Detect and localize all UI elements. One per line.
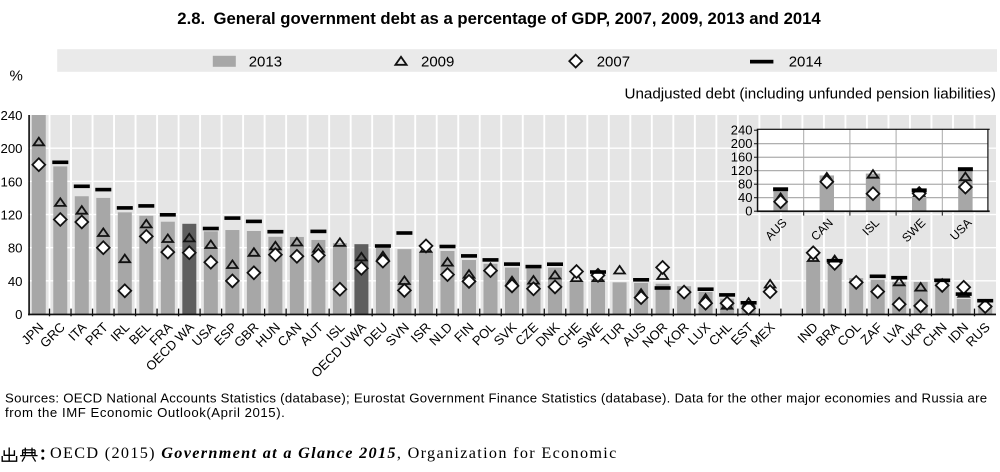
svg-text:2.8. General government debt a: 2.8. General government debt as a percen… [177, 9, 821, 28]
svg-text:0: 0 [15, 307, 22, 322]
svg-text:160: 160 [731, 149, 753, 164]
svg-text:80: 80 [8, 241, 23, 256]
svg-text:Unadjusted debt (including unf: Unadjusted debt (including unfunded pens… [624, 86, 996, 103]
svg-text:from the IMF Economic Outlook: from the IMF Economic Outlook(April 2015… [5, 405, 285, 420]
svg-text:Sources: OECD National Accoun: Sources: OECD National Accounts Statisti… [5, 391, 987, 406]
svg-text:200: 200 [0, 141, 22, 156]
svg-text:OECD (2015) Government at a Gl: OECD (2015) Government at a Glance 2015,… [50, 444, 618, 462]
svg-text:40: 40 [738, 190, 752, 205]
svg-text:%: % [10, 68, 23, 85]
svg-text:40: 40 [8, 274, 23, 289]
svg-text:2007: 2007 [597, 53, 630, 70]
svg-text:200: 200 [731, 136, 753, 151]
svg-text:120: 120 [0, 208, 22, 223]
svg-text:2014: 2014 [789, 53, 822, 70]
svg-text:2009: 2009 [421, 53, 454, 70]
svg-text:80: 80 [738, 176, 752, 191]
svg-text:0: 0 [745, 203, 752, 218]
svg-text:120: 120 [731, 163, 753, 178]
svg-text:2013: 2013 [249, 53, 282, 70]
svg-text:240: 240 [0, 108, 22, 123]
svg-text:160: 160 [0, 174, 22, 189]
svg-text:240: 240 [731, 122, 753, 137]
